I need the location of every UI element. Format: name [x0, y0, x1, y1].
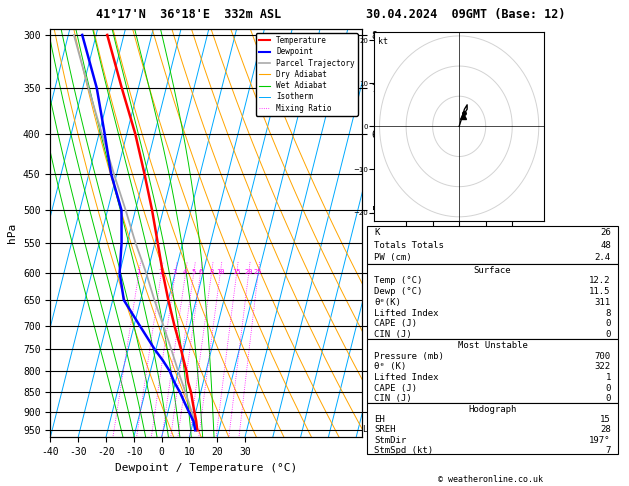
Text: 10: 10 — [216, 270, 224, 276]
Text: PW (cm): PW (cm) — [374, 253, 412, 262]
Text: 700: 700 — [594, 351, 611, 361]
Text: 0: 0 — [605, 383, 611, 393]
Text: 0: 0 — [605, 330, 611, 339]
Text: LCL: LCL — [362, 425, 377, 434]
Text: Temp (°C): Temp (°C) — [374, 276, 423, 285]
FancyBboxPatch shape — [367, 264, 618, 339]
Text: © weatheronline.co.uk: © weatheronline.co.uk — [438, 474, 543, 484]
Y-axis label: hPa: hPa — [8, 223, 18, 243]
Text: 0: 0 — [605, 319, 611, 329]
Text: 28: 28 — [600, 425, 611, 434]
Text: 311: 311 — [594, 298, 611, 307]
Text: 0: 0 — [605, 394, 611, 403]
FancyBboxPatch shape — [367, 226, 618, 264]
Text: Most Unstable: Most Unstable — [457, 341, 528, 350]
Text: 8: 8 — [209, 270, 213, 276]
Text: CIN (J): CIN (J) — [374, 394, 412, 403]
Text: StmDir: StmDir — [374, 435, 406, 445]
Text: θᵉ (K): θᵉ (K) — [374, 362, 406, 371]
Text: kt: kt — [377, 37, 387, 46]
Text: 15: 15 — [232, 270, 241, 276]
Text: 20: 20 — [244, 270, 253, 276]
Text: StmSpd (kt): StmSpd (kt) — [374, 446, 433, 455]
Text: 197°: 197° — [589, 435, 611, 445]
Text: 6: 6 — [198, 270, 203, 276]
Text: 2.4: 2.4 — [594, 253, 611, 262]
Y-axis label: km
ASL: km ASL — [379, 225, 400, 242]
Text: 12.2: 12.2 — [589, 276, 611, 285]
Text: CAPE (J): CAPE (J) — [374, 383, 417, 393]
Text: Pressure (mb): Pressure (mb) — [374, 351, 444, 361]
Text: 1: 1 — [136, 270, 141, 276]
Text: 322: 322 — [594, 362, 611, 371]
Text: CIN (J): CIN (J) — [374, 330, 412, 339]
Text: 11.5: 11.5 — [589, 287, 611, 296]
FancyBboxPatch shape — [367, 339, 618, 403]
Text: SREH: SREH — [374, 425, 396, 434]
Text: 2: 2 — [159, 270, 163, 276]
Text: 48: 48 — [600, 241, 611, 249]
Text: Hodograph: Hodograph — [469, 405, 516, 414]
Text: 4: 4 — [183, 270, 187, 276]
Text: 25: 25 — [253, 270, 262, 276]
Text: 30.04.2024  09GMT (Base: 12): 30.04.2024 09GMT (Base: 12) — [365, 8, 565, 21]
Text: 26: 26 — [600, 228, 611, 237]
Text: 15: 15 — [600, 415, 611, 424]
Text: EH: EH — [374, 415, 385, 424]
Text: θᵉ(K): θᵉ(K) — [374, 298, 401, 307]
Text: 7: 7 — [605, 446, 611, 455]
Text: 3: 3 — [173, 270, 177, 276]
Text: 8: 8 — [605, 309, 611, 317]
Text: Dewp (°C): Dewp (°C) — [374, 287, 423, 296]
Legend: Temperature, Dewpoint, Parcel Trajectory, Dry Adiabat, Wet Adiabat, Isotherm, Mi: Temperature, Dewpoint, Parcel Trajectory… — [255, 33, 358, 116]
Text: CAPE (J): CAPE (J) — [374, 319, 417, 329]
Text: K: K — [374, 228, 380, 237]
Text: Surface: Surface — [474, 265, 511, 275]
Text: 1: 1 — [605, 373, 611, 382]
Text: 41°17'N  36°18'E  332m ASL: 41°17'N 36°18'E 332m ASL — [96, 8, 281, 21]
FancyBboxPatch shape — [367, 403, 618, 454]
Text: 5: 5 — [191, 270, 196, 276]
X-axis label: Dewpoint / Temperature (°C): Dewpoint / Temperature (°C) — [115, 463, 297, 473]
Text: Totals Totals: Totals Totals — [374, 241, 444, 249]
Text: Lifted Index: Lifted Index — [374, 309, 439, 317]
Text: Lifted Index: Lifted Index — [374, 373, 439, 382]
